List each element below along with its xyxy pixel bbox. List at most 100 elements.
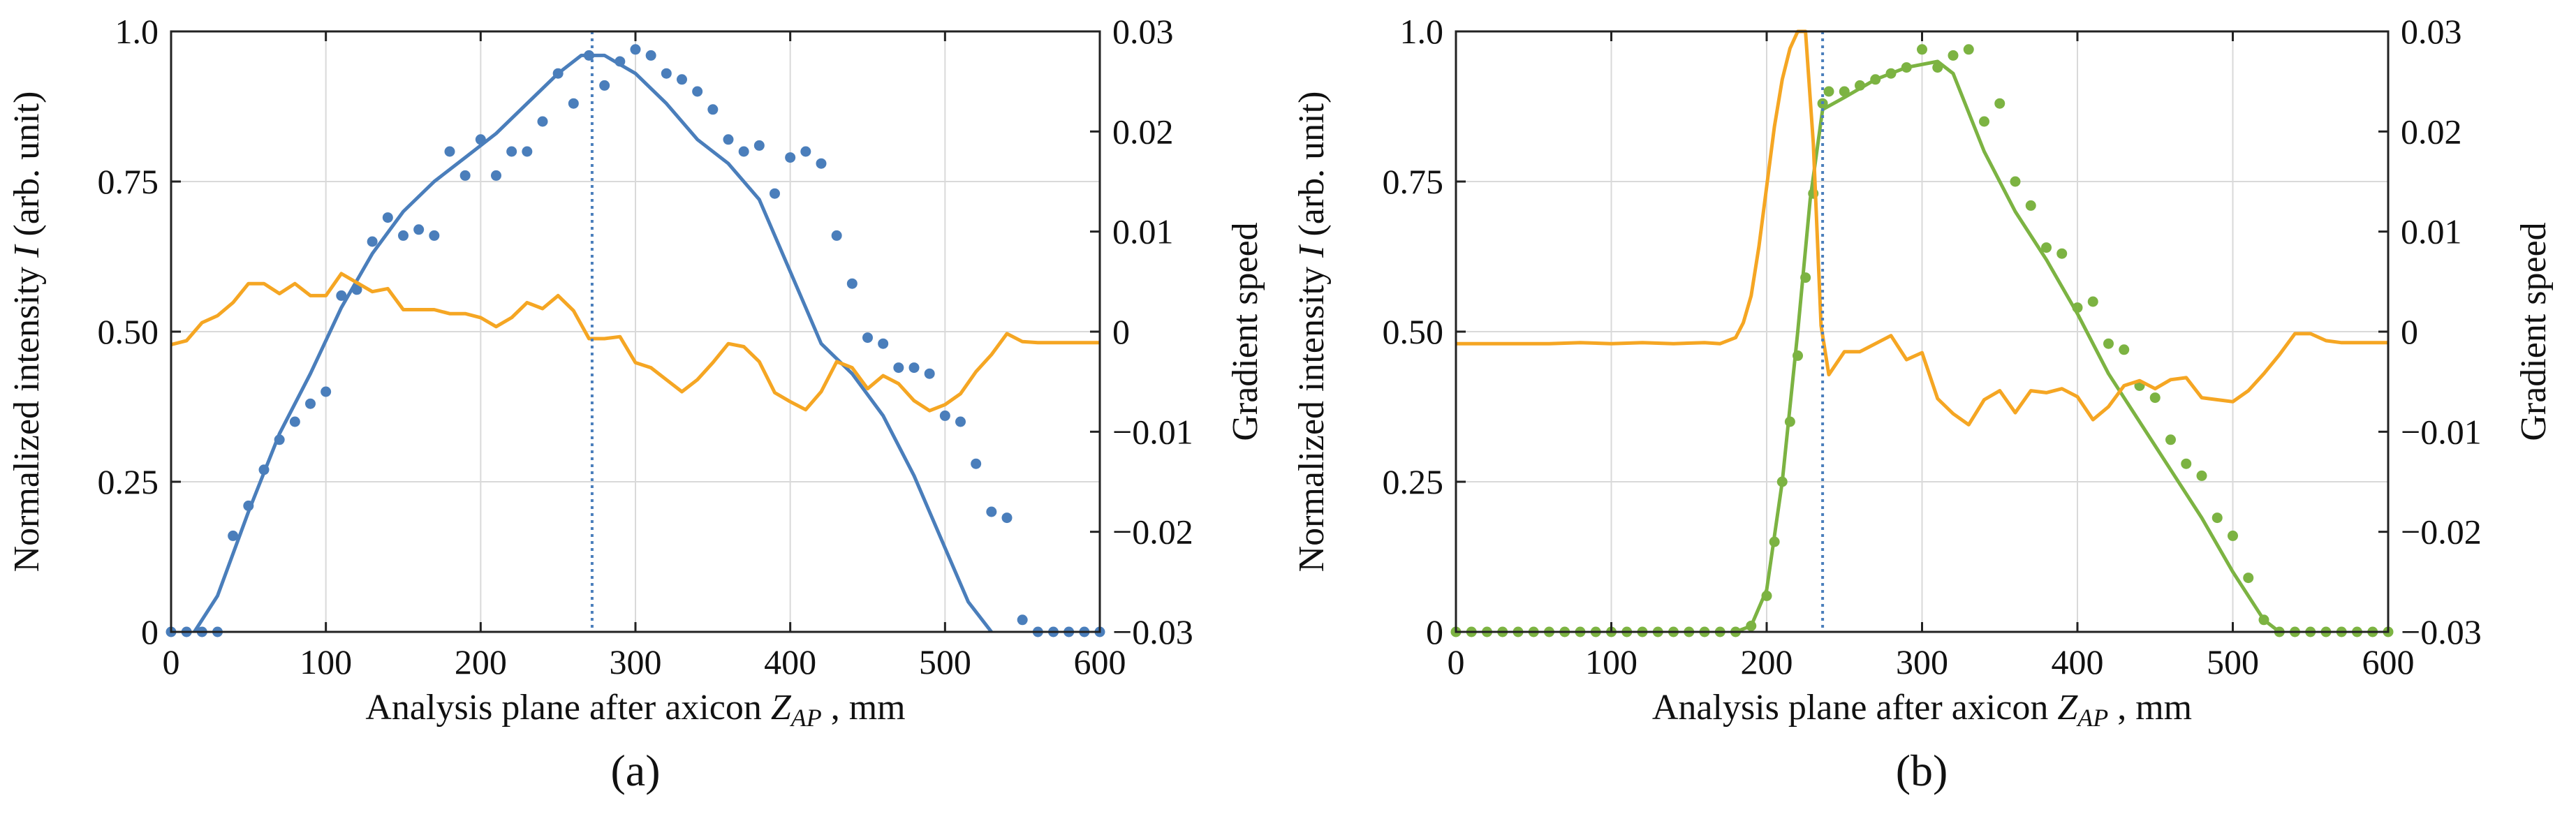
x-axis-label: Analysis plane after axicon ZAP , mm [365,688,905,732]
data-point [1979,116,1989,127]
data-point [924,368,935,379]
y-left-axis-label: Normalized intensity I (arb. unit) [1292,91,1332,573]
data-point [785,152,796,163]
data-point [862,332,873,344]
data-point [491,170,501,181]
data-point [893,362,904,374]
panel-label-close: ) [1933,746,1948,795]
data-point [800,146,811,157]
data-point [522,146,533,157]
gradient-speed-line [1456,29,2388,427]
data-point [537,116,548,127]
y-left-label-prefix: Normalized intensity [7,258,47,573]
data-point [2010,176,2021,187]
data-point [955,416,966,427]
y-right-tick-label: −0.01 [2401,412,2482,451]
x-axis-label-unit: , mm [822,688,906,728]
x-tick-label: 100 [300,642,352,681]
data-point [971,458,982,469]
y-left-label-symbol: I [7,244,47,258]
data-point [1001,512,1013,524]
data-point [444,146,455,157]
y-left-tick-label: 0.75 [1383,162,1444,201]
y-right-tick-label: 0 [1112,312,1130,351]
data-point [2056,248,2068,259]
x-axis-label-symbol: Z [2057,688,2078,728]
data-point [289,416,300,427]
x-tick-label: 0 [1448,642,1465,681]
data-point [2243,573,2254,584]
data-point [723,134,734,145]
x-tick-label: 300 [610,642,662,681]
data-point [568,98,579,109]
y-left-tick-label: 0.50 [98,312,159,351]
y-right-tick-label: −0.03 [2401,612,2482,651]
x-tick-label: 500 [2207,642,2259,681]
y-left-label-suffix: (arb. unit) [7,91,47,246]
data-point [908,362,920,374]
y-right-tick-label: 0.02 [1112,112,1174,151]
x-axis-label-subscript: AP [790,704,822,732]
data-point [1963,44,1974,55]
data-point [429,230,440,241]
data-point [1017,614,1028,626]
data-point [367,236,378,247]
data-point [1917,44,1927,55]
data-point [2103,338,2114,349]
x-axis-label-subscript: AP [2076,704,2108,732]
y-left-tick-label: 0.25 [1383,462,1444,501]
panel-label: (a) [610,746,660,795]
data-point [1948,50,1959,61]
x-axis-label-text: Analysis plane after axicon [1652,688,2048,728]
x-tick-label: 0 [163,642,180,681]
x-tick-label: 500 [919,642,971,681]
y-left-tick-label: 0.50 [1383,312,1444,351]
data-point [677,74,687,85]
data-point [336,290,347,301]
intensity-fit-line [193,53,993,633]
intensity-fit-line [1735,59,2281,634]
data-point [939,410,950,421]
data-point [2196,470,2207,481]
x-tick-label: 300 [1896,642,1948,681]
data-point [692,86,703,97]
data-point [1994,98,2005,109]
y-right-tick-label: 0 [2401,312,2418,351]
data-point [630,44,641,55]
y-left-label-suffix: (arb. unit) [1292,91,1332,246]
panel-a: 0 100 200 300 400 500 600 0 0.25 0.50 0.75 1.0 −0.03… [7,12,1265,795]
panel-label-open: ( [1896,746,1911,795]
panel-label-open: ( [610,746,625,795]
x-axis-label-space [2048,688,2057,728]
x-tick-label: 600 [2362,642,2415,681]
x-axis-label-symbol: Z [771,688,792,728]
panel-label-letter: b [1911,746,1933,795]
data-point [2025,200,2036,211]
y-right-tick-label: −0.01 [1112,412,1193,451]
x-tick-label: 200 [455,642,507,681]
y-left-tick-label: 0 [1426,612,1443,651]
y-left-tick-label: 0.75 [98,162,159,201]
data-point [228,530,239,541]
data-point [398,230,409,241]
x-tick-label: 400 [2052,642,2104,681]
y-left-tick-label: 0 [141,612,159,651]
x-axis-label-unit: , mm [2108,688,2192,728]
data-point [305,398,316,409]
data-point [831,230,842,241]
y-left-label-symbol: I [1292,244,1332,258]
data-point [2041,242,2052,253]
data-point [2165,434,2176,445]
data-point [599,80,610,91]
y-right-axis-label: Gradient speed [2514,222,2554,441]
y-left-tick-label: 1.0 [115,12,159,51]
data-point [645,50,656,61]
y-right-tick-label: 0.02 [2401,112,2462,151]
x-tick-label: 100 [1585,642,1637,681]
data-point [738,146,749,157]
data-point [1823,86,1834,97]
y-left-label-prefix: Normalized intensity [1292,258,1332,573]
panel-b: 0 100 200 300 400 500 600 0 0.25 0.50 0.75 1.0 −0.03… [1292,12,2554,795]
x-tick-label: 600 [1074,642,1126,681]
